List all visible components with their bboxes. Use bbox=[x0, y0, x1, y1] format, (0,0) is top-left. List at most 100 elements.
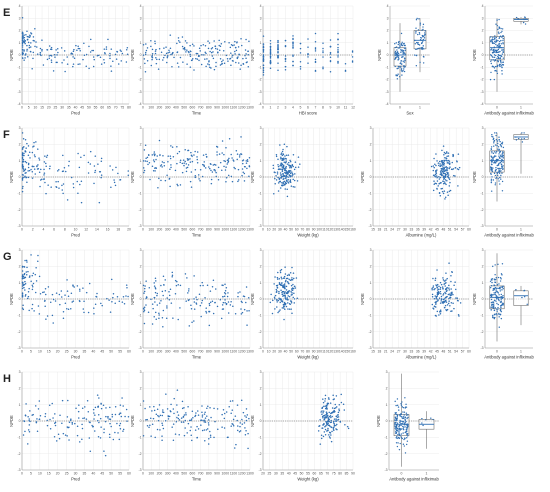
data-point bbox=[395, 413, 397, 415]
data-point bbox=[283, 318, 285, 321]
x-tick-label: 100 bbox=[148, 106, 154, 110]
data-point bbox=[247, 50, 249, 52]
data-point bbox=[72, 50, 75, 52]
data-point bbox=[71, 423, 74, 425]
data-point bbox=[29, 157, 31, 159]
x-tick-label: 100 bbox=[316, 228, 322, 232]
data-point bbox=[37, 148, 39, 150]
data-point bbox=[445, 301, 448, 303]
data-point bbox=[208, 63, 211, 66]
data-point bbox=[307, 62, 309, 64]
data-point bbox=[219, 45, 222, 48]
y-tick-label: 1 bbox=[260, 41, 262, 45]
data-point bbox=[21, 177, 24, 179]
data-point bbox=[437, 185, 439, 187]
y-tick-label: 1 bbox=[482, 159, 484, 163]
data-point bbox=[213, 163, 216, 166]
data-point bbox=[166, 408, 169, 410]
data-point bbox=[163, 284, 165, 286]
data-point bbox=[220, 63, 223, 65]
data-point bbox=[184, 160, 186, 163]
data-point bbox=[118, 413, 121, 416]
data-point bbox=[186, 432, 188, 434]
data-point bbox=[498, 32, 500, 35]
data-point bbox=[197, 414, 200, 416]
data-point bbox=[402, 411, 404, 413]
data-point bbox=[400, 48, 402, 51]
data-point bbox=[282, 181, 285, 183]
y-axis-label: NPDE bbox=[250, 415, 255, 427]
data-point bbox=[45, 318, 47, 320]
data-point bbox=[197, 428, 200, 430]
data-point bbox=[459, 302, 462, 304]
data-point bbox=[498, 36, 501, 38]
x-tick-label: 300 bbox=[165, 350, 171, 354]
y-tick-label: 0 bbox=[370, 175, 372, 179]
data-point bbox=[262, 71, 265, 74]
data-point bbox=[24, 139, 27, 141]
data-point bbox=[283, 169, 286, 171]
data-point bbox=[515, 16, 518, 19]
data-point bbox=[343, 409, 346, 411]
data-point bbox=[225, 177, 228, 179]
data-point bbox=[400, 66, 402, 68]
data-point bbox=[154, 167, 156, 169]
data-point bbox=[436, 180, 439, 182]
data-point bbox=[450, 280, 452, 283]
data-point bbox=[273, 283, 275, 285]
data-point bbox=[401, 74, 403, 76]
data-point bbox=[27, 270, 29, 273]
data-point bbox=[144, 62, 146, 65]
data-point bbox=[434, 287, 436, 290]
data-point bbox=[402, 422, 404, 425]
data-point bbox=[262, 68, 265, 70]
data-point bbox=[234, 46, 237, 49]
data-point bbox=[236, 42, 238, 44]
data-point bbox=[400, 32, 403, 35]
data-point bbox=[324, 428, 327, 431]
data-point bbox=[319, 419, 321, 421]
data-point bbox=[107, 415, 109, 418]
data-point bbox=[498, 18, 500, 21]
data-point bbox=[269, 55, 272, 58]
x-tick-label: 30 bbox=[60, 106, 64, 110]
data-point bbox=[419, 22, 422, 24]
data-point bbox=[193, 69, 195, 71]
data-point bbox=[117, 172, 119, 175]
data-point bbox=[86, 399, 89, 402]
data-point bbox=[190, 426, 192, 428]
data-point bbox=[280, 153, 282, 156]
data-point bbox=[221, 169, 223, 171]
data-point bbox=[77, 410, 80, 413]
data-point bbox=[144, 144, 147, 146]
data-point bbox=[237, 425, 239, 427]
data-point bbox=[190, 186, 193, 188]
data-point bbox=[402, 60, 404, 62]
data-point bbox=[164, 289, 167, 292]
data-point bbox=[494, 316, 496, 319]
data-point bbox=[269, 51, 272, 54]
data-point bbox=[240, 44, 243, 47]
data-point bbox=[115, 166, 117, 169]
data-point bbox=[46, 424, 49, 427]
data-point bbox=[191, 59, 193, 61]
data-point bbox=[225, 411, 228, 413]
data-point bbox=[166, 305, 168, 307]
data-point bbox=[248, 175, 250, 178]
data-point bbox=[323, 414, 326, 417]
data-point bbox=[194, 429, 197, 431]
data-point bbox=[199, 50, 201, 52]
data-point bbox=[396, 51, 399, 54]
data-point bbox=[290, 302, 293, 304]
data-point bbox=[276, 290, 278, 292]
data-point bbox=[193, 275, 195, 277]
data-point bbox=[200, 419, 202, 422]
data-point bbox=[401, 44, 404, 47]
x-tick-label: 700 bbox=[198, 472, 204, 476]
data-point bbox=[110, 65, 112, 67]
x-tick-label: 1200 bbox=[238, 106, 246, 110]
data-point bbox=[406, 427, 409, 429]
data-point bbox=[490, 36, 492, 38]
data-point bbox=[495, 155, 497, 157]
data-point bbox=[498, 47, 501, 49]
